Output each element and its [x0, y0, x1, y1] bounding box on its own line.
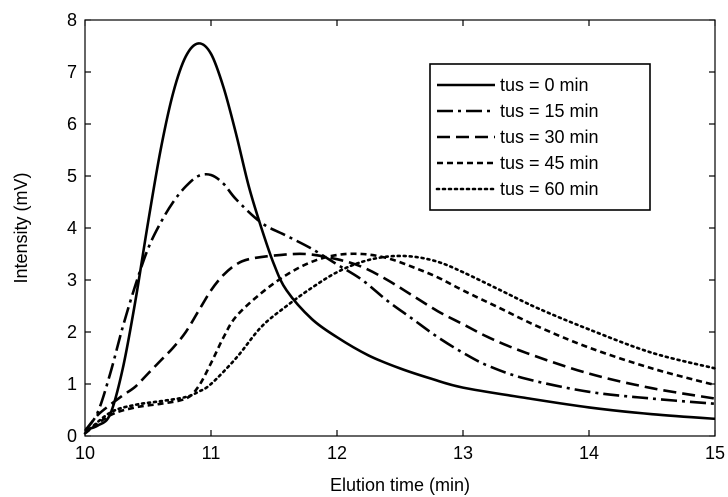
x-tick-label: 15	[705, 443, 725, 463]
y-tick-label: 1	[67, 374, 77, 394]
y-tick-label: 0	[67, 426, 77, 446]
legend: tus = 0 min tus = 15 min tus = 30 min tus =…	[429, 63, 651, 211]
y-tick-label: 2	[67, 322, 77, 342]
y-tick-label: 4	[67, 218, 77, 238]
series-line-1	[83, 172, 716, 432]
legend-label-1: tus = 15 min	[500, 101, 599, 121]
y-tick-label: 5	[67, 166, 77, 186]
x-tick-label: 12	[327, 443, 347, 463]
legend-label-3: tus = 45 min	[500, 153, 599, 173]
y-tick-label: 6	[67, 114, 77, 134]
x-axis-label: Elution time (min)	[330, 475, 470, 495]
series-line-0	[84, 42, 716, 432]
x-tick-label: 14	[579, 443, 599, 463]
legend-label-4: tus = 60 min	[500, 179, 599, 199]
x-tick-label: 10	[75, 443, 95, 463]
series-line-2	[83, 252, 716, 432]
legend-label-0: tus = 0 min	[500, 75, 589, 95]
series-lines	[83, 42, 717, 435]
legend-label-2: tus = 30 min	[500, 127, 599, 147]
y-tick-label: 8	[67, 10, 77, 30]
x-tick-label: 13	[453, 443, 473, 463]
series-line-3	[84, 252, 716, 435]
y-tick-label: 7	[67, 62, 77, 82]
series-line-4	[83, 254, 717, 435]
y-tick-label: 3	[67, 270, 77, 290]
y-axis-label: Intensity (mV)	[11, 172, 31, 283]
x-tick-label: 11	[202, 443, 221, 463]
